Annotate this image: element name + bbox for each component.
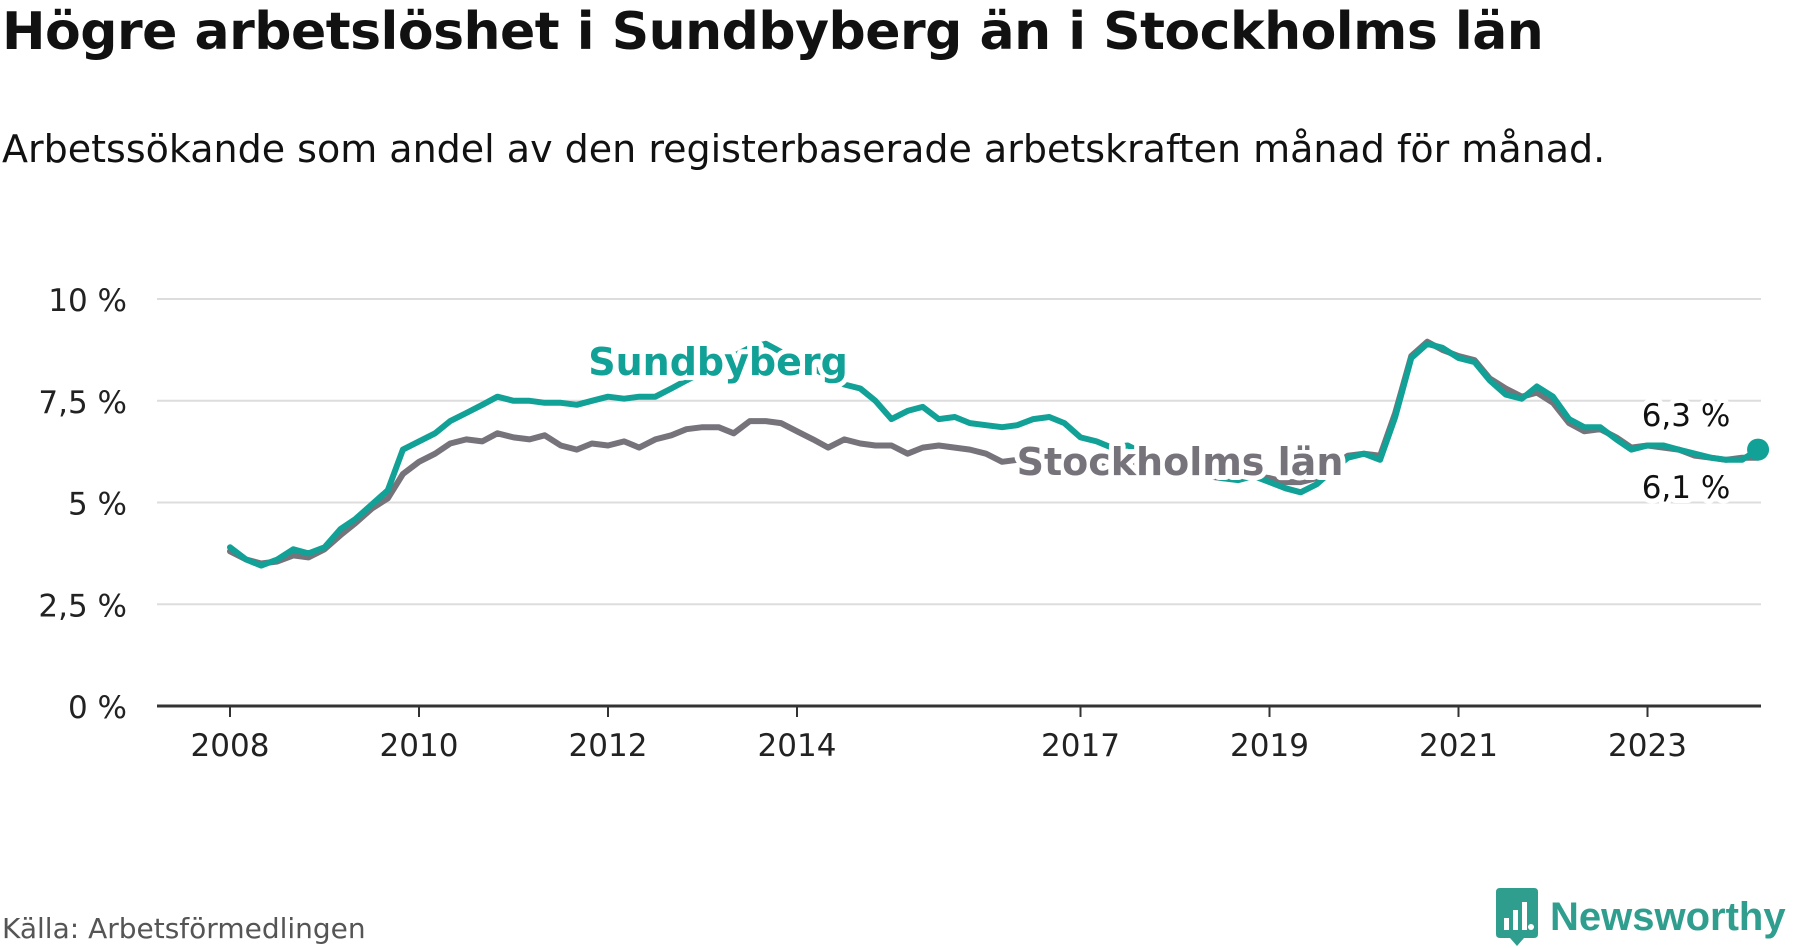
sundbyberg-line — [227, 340, 1762, 569]
x-axis: 2008 2010 2012 2014 2017 2019 2021 2023 — [157, 704, 1761, 764]
x-tick-label: 2010 — [380, 728, 459, 764]
gridlines — [157, 298, 1761, 606]
newsworthy-logo: Newsworthy — [1494, 888, 1786, 946]
x-tick-label: 2012 — [569, 728, 648, 764]
x-tick-label: 2017 — [1041, 728, 1120, 764]
x-tick-label: 2019 — [1230, 728, 1309, 764]
stockholm-end-value: 6,1 % — [1642, 470, 1731, 506]
source-note: Källa: Arbetsförmedlingen — [2, 912, 366, 945]
x-tick-label: 2014 — [758, 728, 837, 764]
sundbyberg-label: Sundbyberg — [588, 340, 848, 384]
y-tick-label: 5 % — [68, 487, 127, 523]
sundbyberg-end-marker — [1747, 438, 1770, 461]
line-chart: 0 % 2,5 % 5 % 7,5 % 10 % 2008 2010 2012 2014 201… — [38, 283, 1770, 764]
y-tick-label: 7,5 % — [38, 385, 127, 421]
sundbyberg-end-value: 6,3 % — [1642, 398, 1731, 434]
stockholm-label: Stockholms län — [1017, 440, 1344, 484]
stockholm-line — [227, 338, 1762, 567]
chart-subtitle: Arbetssökande som andel av den registerb… — [2, 127, 1606, 171]
x-tick-label: 2023 — [1608, 728, 1687, 764]
y-axis-tick-labels: 0 % 2,5 % 5 % 7,5 % 10 % — [38, 283, 127, 726]
series-labels: Sundbyberg Stockholms län 6,3 % 6,1 % — [583, 335, 1735, 511]
brand-name: Newsworthy — [1550, 894, 1786, 939]
y-tick-label: 0 % — [68, 690, 127, 726]
series-lines — [227, 338, 1770, 569]
y-tick-label: 10 % — [48, 283, 127, 319]
x-tick-label: 2021 — [1419, 728, 1498, 764]
chart-title: Högre arbetslöshet i Sundbyberg än i Sto… — [2, 2, 1544, 62]
x-tick-label: 2008 — [191, 728, 270, 764]
bar-chart-icon — [1496, 888, 1538, 946]
y-tick-label: 2,5 % — [38, 588, 127, 624]
